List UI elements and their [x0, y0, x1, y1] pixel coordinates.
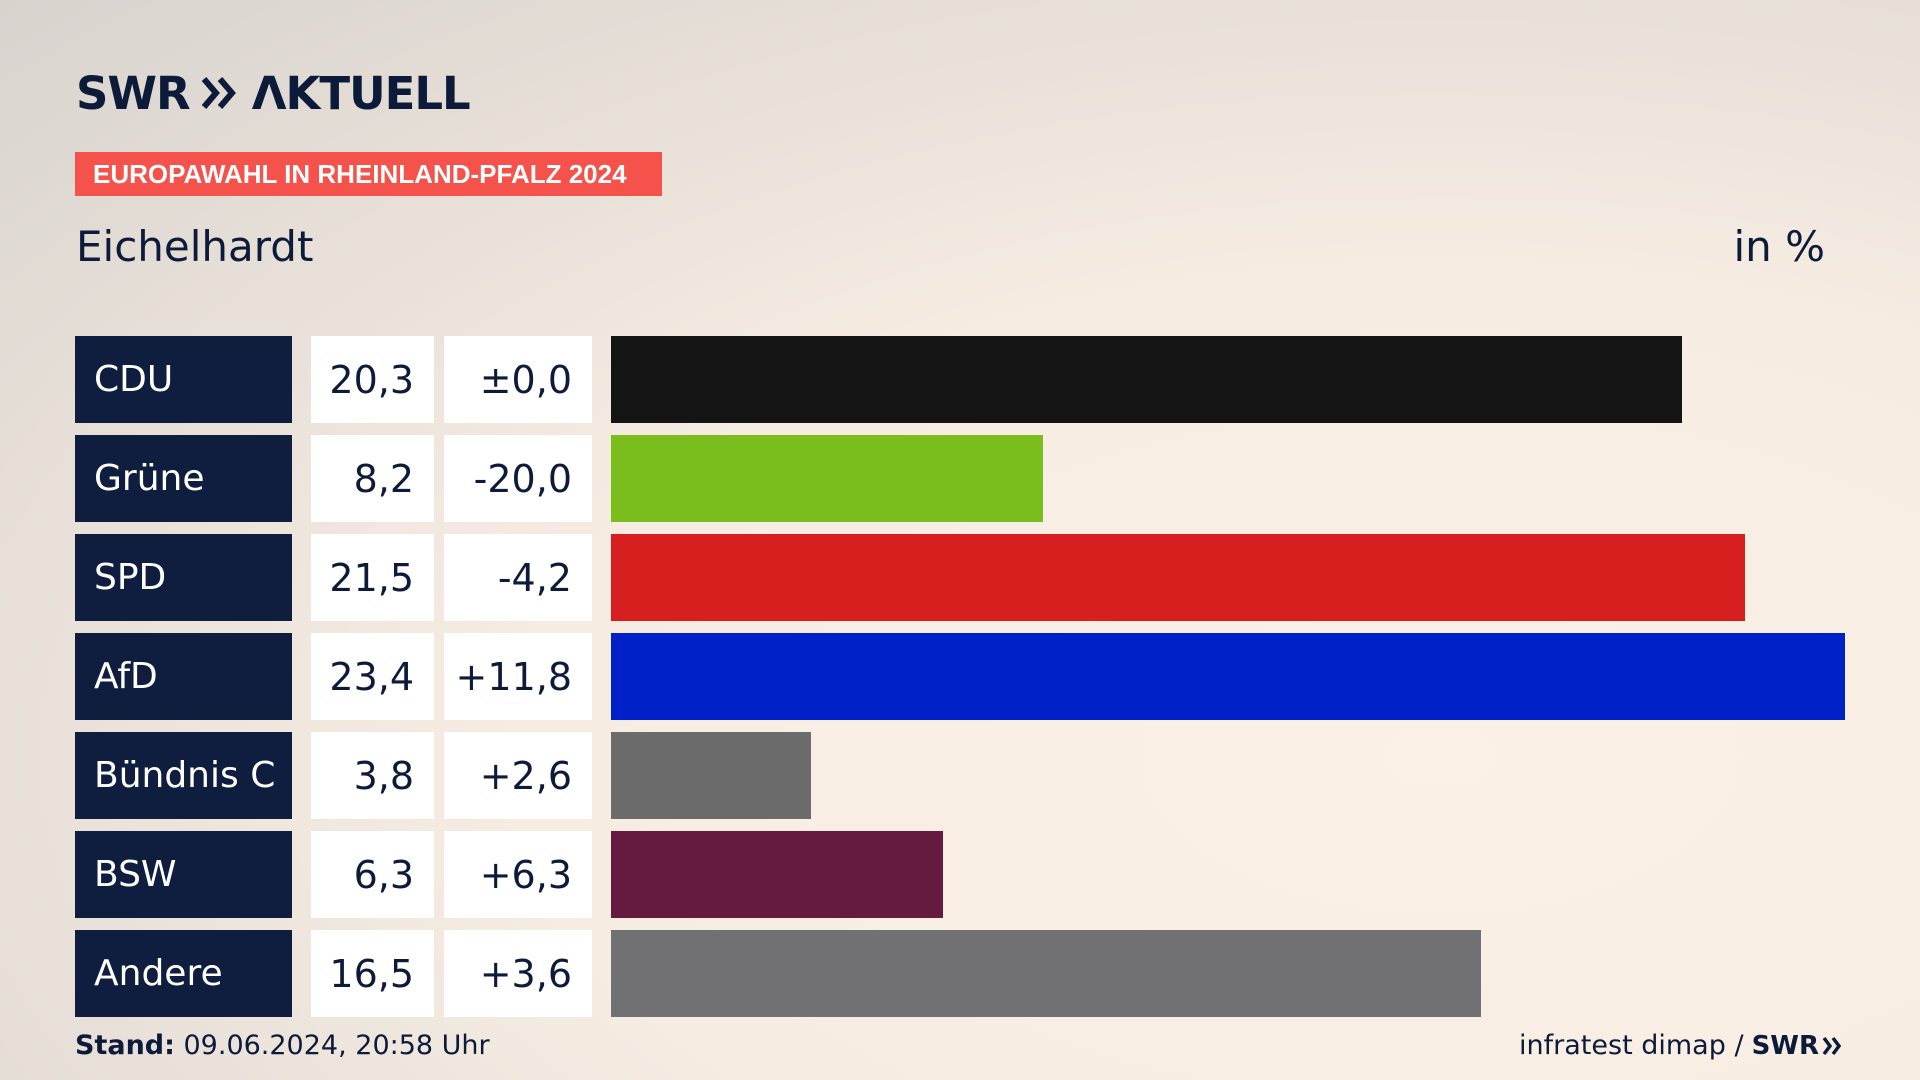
value-label: 21,5 — [311, 534, 434, 621]
chart-row: Grüne 8,2 -20,0 — [0, 435, 1920, 522]
logo-swr-text: SWR — [76, 66, 191, 120]
bar — [611, 930, 1481, 1017]
double-chevron-icon — [201, 77, 236, 109]
stand-label: Stand: — [75, 1030, 175, 1061]
value-label: 16,5 — [311, 930, 434, 1017]
election-tag: EUROPAWAHL IN RHEINLAND-PFALZ 2024 — [75, 152, 662, 196]
party-label: CDU — [75, 336, 292, 423]
chart-row: SPD 21,5 -4,2 — [0, 534, 1920, 621]
party-label: Grüne — [75, 435, 292, 522]
party-label: Andere — [75, 930, 292, 1017]
unit-label: in % — [1733, 222, 1825, 271]
bar — [611, 732, 811, 819]
bar — [611, 633, 1845, 720]
chart-row: CDU 20,3 ±0,0 — [0, 336, 1920, 423]
swr-small-logo: SWR — [1752, 1031, 1844, 1061]
source-info: infratest dimap / SWR — [1519, 1030, 1844, 1061]
double-chevron-icon — [1822, 1036, 1842, 1055]
stand-value: 09.06.2024, 20:58 Uhr — [174, 1030, 490, 1061]
chart-row: Bündnis C 3,8 +2,6 — [0, 732, 1920, 819]
swr-aktuell-logo: SWR ΛKTUELL — [76, 66, 471, 120]
value-label: 6,3 — [311, 831, 434, 918]
logo-aktuell-text: ΛKTUELL — [251, 66, 471, 120]
bar — [611, 534, 1745, 621]
party-label: SPD — [75, 534, 292, 621]
bar — [611, 336, 1682, 423]
stand-info: Stand: 09.06.2024, 20:58 Uhr — [75, 1030, 490, 1061]
bar — [611, 435, 1043, 522]
chart-row: BSW 6,3 +6,3 — [0, 831, 1920, 918]
change-label: +2,6 — [444, 732, 592, 819]
chart-row: Andere 16,5 +3,6 — [0, 930, 1920, 1017]
change-label: ±0,0 — [444, 336, 592, 423]
party-label: Bündnis C — [75, 732, 292, 819]
bar — [611, 831, 943, 918]
place-title: Eichelhardt — [76, 222, 314, 271]
chart-row: AfD 23,4 +11,8 — [0, 633, 1920, 720]
value-label: 8,2 — [311, 435, 434, 522]
value-label: 23,4 — [311, 633, 434, 720]
change-label: +11,8 — [444, 633, 592, 720]
change-label: -4,2 — [444, 534, 592, 621]
change-label: -20,0 — [444, 435, 592, 522]
change-label: +3,6 — [444, 930, 592, 1017]
swr-small-text: SWR — [1751, 1030, 1819, 1061]
party-label: BSW — [75, 831, 292, 918]
value-label: 20,3 — [311, 336, 434, 423]
party-label: AfD — [75, 633, 292, 720]
change-label: +6,3 — [444, 831, 592, 918]
source-text: infratest dimap / — [1519, 1030, 1744, 1061]
value-label: 3,8 — [311, 732, 434, 819]
